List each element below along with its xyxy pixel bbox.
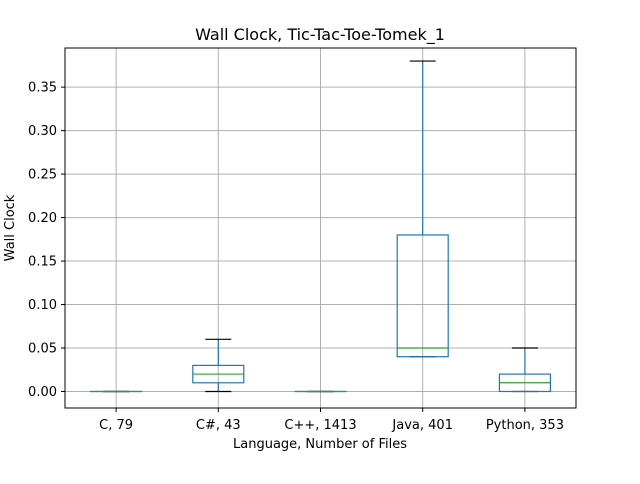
- x-tick-label: C++, 1413: [284, 418, 356, 433]
- tick-layer: 0.00 0.05 0.10 0.15 0.20 0.25 0.30 0.35 C, 79 C#,…: [28, 81, 564, 433]
- y-tick-label: 0.15: [28, 255, 57, 270]
- y-tick-label: 0.05: [28, 342, 57, 357]
- y-tick-label: 0.20: [28, 211, 57, 226]
- x-tick-label: Python, 353: [486, 418, 564, 433]
- box-group: [193, 339, 244, 391]
- x-tick-label: Java, 401: [391, 418, 453, 433]
- y-tick-label: 0.00: [28, 385, 57, 400]
- y-tick-label: 0.35: [28, 81, 57, 96]
- y-tick-label: 0.30: [28, 124, 57, 139]
- x-tick-label: C#, 43: [196, 418, 241, 433]
- y-axis-label: Wall Clock: [3, 194, 18, 261]
- grid-layer: [65, 48, 576, 408]
- y-tick-label: 0.25: [28, 168, 57, 183]
- chart-title: Wall Clock, Tic-Tac-Toe-Tomek_1: [195, 25, 445, 45]
- x-tick-label: C, 79: [99, 418, 133, 433]
- x-axis-label: Language, Number of Files: [233, 437, 407, 452]
- y-tick-label: 0.10: [28, 298, 57, 313]
